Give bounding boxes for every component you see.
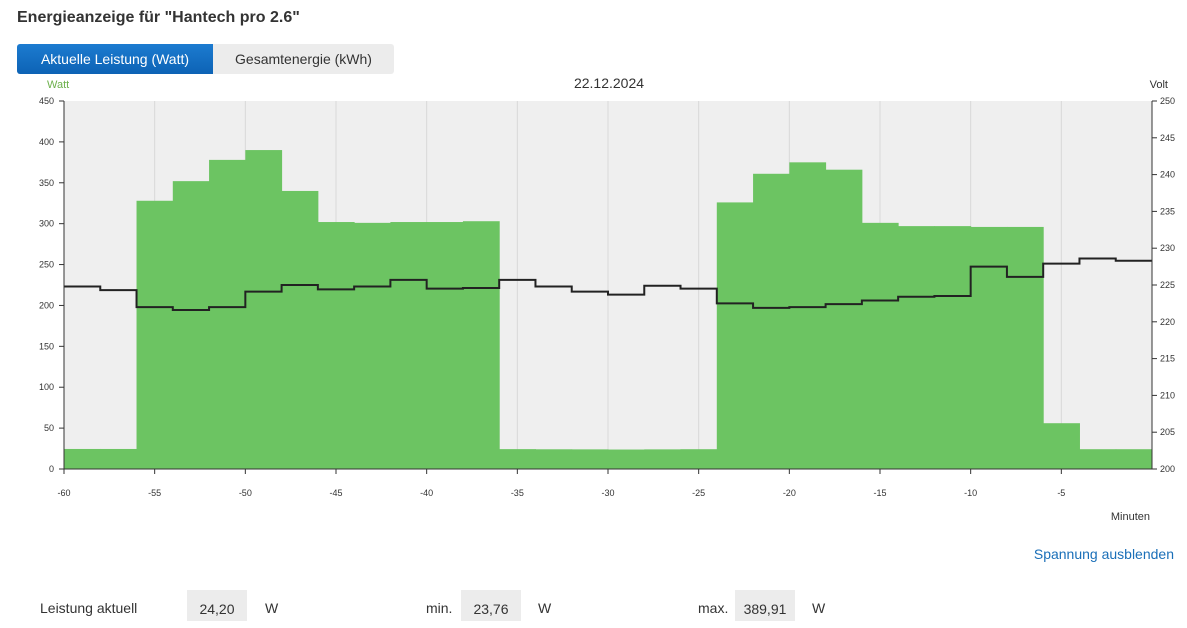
watt-bar [136,200,174,469]
tab-bar: Aktuelle Leistung (Watt) Gesamtenergie (… [17,44,394,74]
watt-bar [934,226,972,469]
watt-bar [1115,449,1153,469]
watt-bar [861,222,899,469]
watt-bar [1043,423,1080,469]
watt-bar [716,202,754,469]
current-power-label: Leistung aktuell [40,600,138,616]
watt-bar [172,181,210,470]
x-tick-label: -10 [964,488,977,498]
watt-bar [1079,449,1117,469]
x-axis-label: Minuten [1111,511,1150,523]
watt-bar [426,222,464,469]
x-tick-label: -55 [148,488,161,498]
x-tick-label: -30 [601,488,614,498]
y-right-tick-label: 225 [1160,280,1175,290]
hide-voltage-link[interactable]: Spannung ausblenden [1033,546,1174,562]
x-tick-label: -60 [57,488,70,498]
y-left-tick-label: 50 [44,423,54,433]
watt-bar [898,226,935,469]
watt-bar [390,222,428,469]
watt-bar [317,222,355,469]
y-left-tick-label: 100 [39,382,54,392]
y-right-tick-label: 245 [1160,133,1175,143]
y-right-tick-label: 250 [1160,96,1175,106]
tab-current-power[interactable]: Aktuelle Leistung (Watt) [17,44,213,74]
watt-bar [571,449,609,469]
volt-series [64,257,1152,312]
watt-bar [608,449,645,469]
stats-row: Leistung aktuell 24,20 W min. 23,76 W ma… [0,590,1187,621]
volt-line [64,257,1152,312]
min-power-value: 23,76 [461,590,521,621]
x-tick-label: -25 [692,488,705,498]
y-left-tick-label: 0 [49,464,54,474]
tab-total-energy[interactable]: Gesamtenergie (kWh) [213,44,394,74]
y-right-tick-label: 240 [1160,170,1175,180]
chart-title: 22.12.2024 [574,75,644,91]
y-axis-left-label: Watt [47,79,69,91]
y-left-tick-label: 450 [39,96,54,106]
y-right-tick-label: 210 [1160,390,1175,400]
max-power-value: 389,91 [735,590,795,621]
y-right-tick-label: 215 [1160,354,1175,364]
current-power-unit: W [265,600,279,616]
watt-bar [644,449,682,469]
watt-bar [753,173,790,469]
y-left-tick-label: 250 [39,260,54,270]
y-left-tick-label: 150 [39,341,54,351]
y-left-tick-label: 350 [39,178,54,188]
max-power-unit: W [812,600,826,616]
watt-bar [499,449,536,469]
watt-bar [209,159,246,469]
y-left-tick-label: 300 [39,219,54,229]
min-power-unit: W [538,600,552,616]
y-right-tick-label: 205 [1160,427,1175,437]
watt-bar [245,150,283,470]
power-voltage-chart: -60 -55 -50 -45 -40 -35 -30 -25 -20 -15 -10 -505010… [39,75,1175,523]
max-power-label: max. [698,600,729,616]
x-tick-label: -5 [1057,488,1065,498]
watt-bar [789,162,827,470]
watt-bar [354,222,391,469]
watt-bar [535,449,573,469]
current-power-value: 24,20 [187,590,247,621]
watt-bar [462,221,500,469]
watt-bar [64,448,101,469]
watt-bar [825,169,863,469]
watt-bar [100,448,138,469]
watt-bar [970,226,1008,469]
axes: -60 -55 -50 -45 -40 -35 -30 -25 -20 -15 -10 -505010… [39,96,1175,498]
y-axis-right-label: Volt [1150,79,1168,91]
y-right-tick-label: 230 [1160,243,1175,253]
watt-bar [680,449,718,469]
y-left-tick-label: 400 [39,137,54,147]
x-tick-label: -50 [239,488,252,498]
x-tick-label: -35 [511,488,524,498]
y-right-tick-label: 235 [1160,206,1175,216]
y-right-tick-label: 220 [1160,317,1175,327]
x-tick-label: -20 [783,488,796,498]
min-power-label: min. [426,600,453,616]
watt-bar [281,190,319,469]
x-tick-label: -15 [873,488,886,498]
x-tick-label: -40 [420,488,433,498]
y-right-tick-label: 200 [1160,464,1175,474]
y-left-tick-label: 200 [39,300,54,310]
page-title: Energieanzeige für "Hantech pro 2.6" [17,9,300,26]
watt-bar [1006,226,1044,469]
watt-series [64,150,1153,470]
x-tick-label: -45 [329,488,342,498]
